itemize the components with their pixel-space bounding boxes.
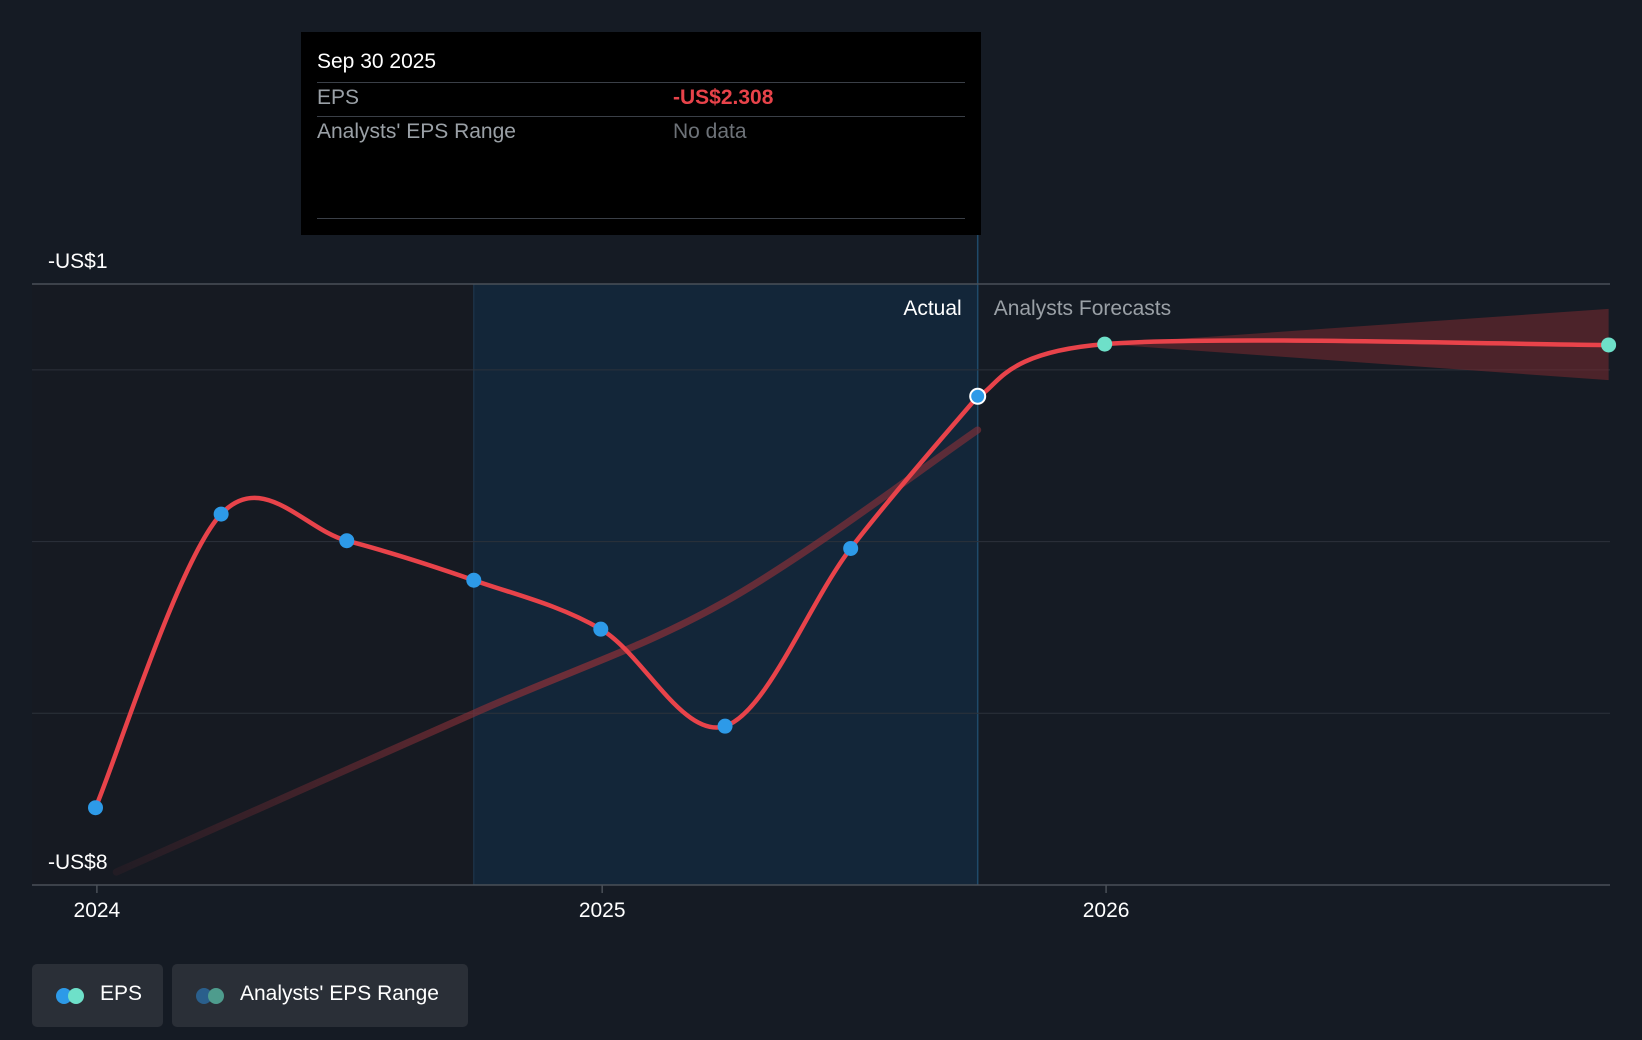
analysts-range-band [1104,308,1609,381]
tooltip-divider [317,82,965,83]
actual-label: Actual [903,297,961,320]
eps-actual-point [593,621,609,637]
eps-forecast-line [975,338,1611,399]
tooltip-range-label: Analysts' EPS Range [317,120,516,143]
legend-range-label: Analysts' EPS Range [240,982,439,1005]
range-forecast-dot-icon [208,988,224,1004]
eps-forecast-dot-icon [68,988,84,1004]
tooltip-divider [317,218,965,219]
y-tick-label: -US$8 [48,851,108,874]
eps-actual-point [213,506,229,522]
eps-selected-point [969,387,987,405]
x-tick-label: 2024 [74,899,121,922]
x-tick-label: 2026 [1083,899,1130,922]
eps-forecast-point [1097,336,1113,352]
tooltip-divider [317,116,965,117]
x-tick-label: 2025 [579,899,626,922]
tooltip-eps-value: -US$2.308 [673,86,774,109]
legend-item-analysts-range[interactable]: Analysts' EPS Range [172,964,468,1027]
legend-item-eps[interactable]: EPS [32,964,163,1027]
tooltip-eps-label: EPS [317,86,360,109]
eps-actual-point [88,800,104,816]
y-tick-label: -US$1 [48,250,108,273]
tooltip-date: Sep 30 2025 [317,50,437,73]
eps-actual-point [466,572,482,588]
eps-actual-point [339,533,355,549]
tooltip-range-value: No data [673,120,747,143]
tooltip: Sep 30 2025 EPS -US$2.308 Analysts' EPS … [301,32,981,235]
legend-eps-label: EPS [100,982,143,1005]
analysts-forecasts-label: Analysts Forecasts [994,297,1171,320]
trend-line [112,426,982,876]
eps-actual-point [717,718,733,734]
highlight-region [473,284,978,885]
eps-forecast-point [1601,337,1617,353]
eps-actual-point [843,540,859,556]
